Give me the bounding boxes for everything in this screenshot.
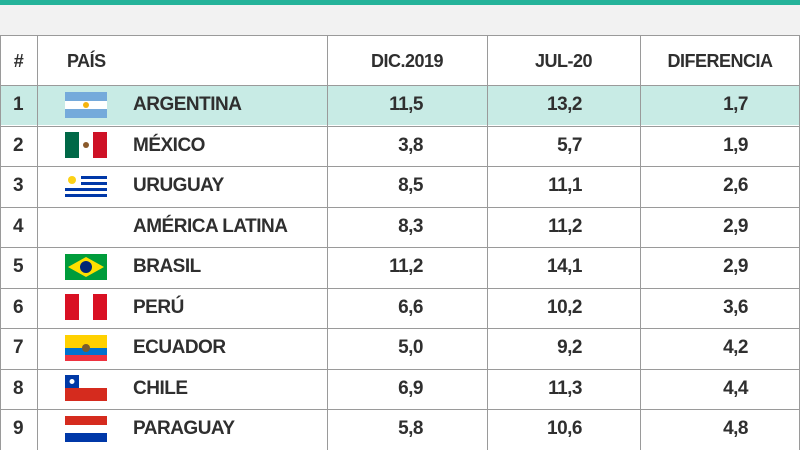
difference-cell: 3,6 [723,296,748,318]
country-cell: URUGUAY [133,175,224,196]
rank-cell: 2 [12,134,24,156]
jul-20-cell: 11,1 [548,175,582,196]
dec-2019-cell: 8,3 [398,215,423,237]
flag-chile [65,375,107,401]
country-cell: BRASIL [133,256,201,277]
country-cell: CHILE [133,377,188,399]
difference-cell: 4,8 [723,418,748,439]
jul-20-cell: 11,2 [548,215,582,237]
dec-2019-cell: 3,8 [398,134,423,156]
row-border [0,368,800,370]
top-band [0,5,800,35]
difference-cell: 4,4 [723,377,748,399]
dec-2019-cell: 8,5 [398,175,423,196]
difference-cell: 1,9 [723,134,748,156]
highlight-row [0,85,800,125]
row-border [0,287,800,289]
column-border [487,35,488,450]
header-country: PAÍS [67,51,106,71]
dec-2019-cell: 5,0 [398,337,423,358]
flag-mexico [65,132,107,158]
dec-2019-cell: 11,5 [389,94,423,115]
country-cell: PARAGUAY [133,418,235,439]
row-border [0,247,800,248]
flag-paraguay [65,416,107,442]
column-border [640,35,641,450]
flag-brasil [65,254,107,280]
difference-cell: 4,2 [723,337,748,358]
row-border [0,166,800,167]
row-border [0,409,800,410]
jul-20-cell: 10,2 [547,296,582,318]
country-cell: ECUADOR [133,337,226,358]
rank-cell: 9 [12,418,24,439]
dec-2019-cell: 11,2 [389,256,423,277]
jul-20-cell: 9,2 [557,337,582,358]
country-cell: ARGENTINA [133,94,242,115]
flag-peru [65,294,107,320]
column-border [37,35,38,450]
header-difference: DIFERENCIA [667,51,773,71]
difference-cell: 2,9 [723,215,748,237]
row-border [0,85,800,86]
jul-20-cell: 10,6 [547,418,582,439]
rank-cell: 8 [12,377,24,399]
flag-ecuador [65,335,107,361]
rank-cell: 3 [12,175,24,196]
country-cell: PERÚ [133,296,184,318]
rank-cell: 7 [12,337,24,358]
difference-cell: 1,7 [723,94,748,115]
top-bar [0,0,800,5]
rank-cell: 1 [12,94,24,115]
row-border [0,206,800,208]
rank-cell: 6 [12,296,24,318]
country-cell: AMÉRICA LATINA [133,215,288,237]
rank-cell: 5 [12,256,24,277]
flag-argentina [65,92,107,118]
rank-cell: 4 [12,215,24,237]
flag-uruguay [65,173,107,199]
jul-20-cell: 11,3 [548,377,582,399]
row-border [0,35,800,36]
difference-cell: 2,9 [723,256,748,277]
header-dec-2019: DIC.2019 [370,51,444,71]
column-border [0,35,1,450]
row-border [0,328,800,329]
dec-2019-cell: 6,6 [398,296,423,318]
column-border [327,35,328,450]
dec-2019-cell: 5,8 [398,418,423,439]
difference-cell: 2,6 [723,175,748,196]
country-cell: MÉXICO [133,134,205,156]
header-jul-20: JUL-20 [534,51,593,71]
row-border [0,125,800,127]
jul-20-cell: 13,2 [547,94,582,115]
header-rank: # [13,51,24,71]
dec-2019-cell: 6,9 [398,377,423,399]
jul-20-cell: 14,1 [547,256,582,277]
jul-20-cell: 5,7 [557,134,582,156]
